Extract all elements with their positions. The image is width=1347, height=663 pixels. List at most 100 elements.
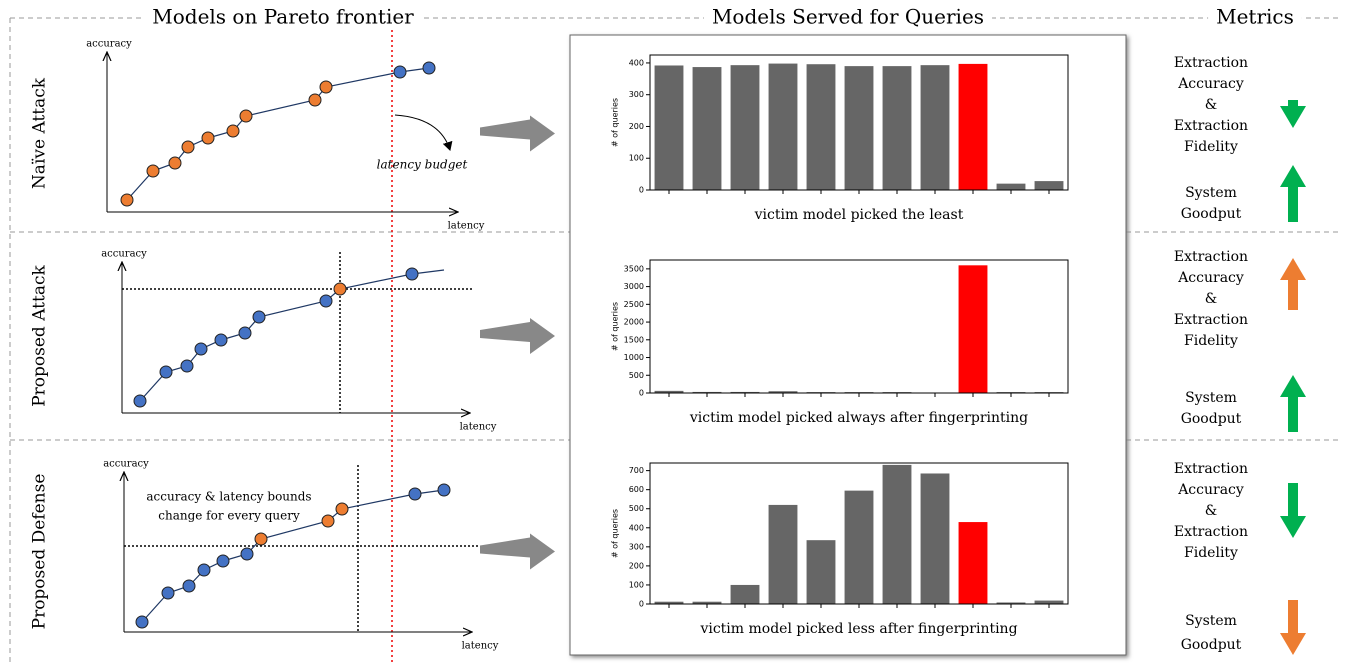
model-point bbox=[405, 267, 419, 281]
model-point bbox=[120, 193, 134, 207]
model-point bbox=[201, 131, 215, 145]
y-tick-label: 700 bbox=[629, 466, 644, 475]
metric-text: & bbox=[1205, 97, 1217, 113]
model-point bbox=[408, 487, 422, 501]
bar bbox=[844, 490, 874, 604]
caption: victim model picked the least bbox=[754, 207, 964, 223]
bar bbox=[844, 66, 874, 190]
annotation: accuracy & latency bounds bbox=[146, 490, 311, 504]
bar bbox=[920, 65, 950, 190]
model-point bbox=[239, 109, 253, 123]
header: Models on Pareto frontier bbox=[152, 5, 414, 29]
model-point bbox=[135, 615, 149, 629]
metric-arrow bbox=[1280, 100, 1306, 128]
metric-text: Goodput bbox=[1181, 411, 1242, 427]
model-point bbox=[252, 310, 266, 324]
caption: victim model picked less after fingerpri… bbox=[699, 621, 1017, 637]
y-tick-label: 400 bbox=[629, 58, 644, 67]
row-label: Proposed Defense bbox=[30, 474, 50, 630]
bar bbox=[920, 473, 950, 604]
model-point bbox=[180, 359, 194, 373]
bar bbox=[958, 63, 988, 190]
model-point bbox=[319, 294, 333, 308]
metric-text: Fidelity bbox=[1184, 545, 1238, 561]
model-point bbox=[161, 586, 175, 600]
y-tick-label: 200 bbox=[629, 122, 644, 131]
model-point bbox=[422, 61, 436, 75]
bar bbox=[958, 522, 988, 604]
metric-text: Extraction bbox=[1174, 461, 1248, 477]
header-bg bbox=[703, 4, 993, 29]
metric-arrow bbox=[1280, 258, 1306, 310]
metric-text: & bbox=[1205, 503, 1217, 519]
metric-text: Extraction bbox=[1174, 55, 1248, 71]
bar bbox=[958, 265, 988, 393]
metric-text: Goodput bbox=[1181, 206, 1242, 222]
model-point bbox=[319, 80, 333, 94]
row-label: Naïve Attack bbox=[30, 77, 50, 189]
metric-text: Goodput bbox=[1181, 637, 1242, 653]
model-point bbox=[308, 93, 322, 107]
y-tick-label: 1500 bbox=[624, 335, 644, 344]
y-tick-label: 1000 bbox=[624, 353, 644, 362]
model-point bbox=[226, 124, 240, 138]
flow-arrow bbox=[480, 533, 555, 570]
bar bbox=[692, 601, 722, 604]
plot-frame bbox=[649, 259, 1069, 394]
model-point bbox=[168, 156, 182, 170]
bar bbox=[806, 64, 836, 190]
bar bbox=[692, 67, 722, 190]
metric-text: Fidelity bbox=[1184, 333, 1238, 349]
metric-text: System bbox=[1185, 613, 1237, 629]
flow-arrow bbox=[480, 115, 555, 152]
bar bbox=[996, 183, 1026, 190]
y-axis-label: # of queries bbox=[611, 509, 620, 558]
metric-arrow bbox=[1280, 165, 1306, 222]
y-tick-label: 100 bbox=[629, 154, 644, 163]
annotation: change for every query bbox=[158, 509, 300, 523]
bar bbox=[654, 390, 684, 393]
header-bg bbox=[1208, 4, 1302, 29]
header-bg bbox=[144, 4, 423, 29]
y-tick-label: 500 bbox=[629, 371, 644, 380]
y-axis-label: accuracy bbox=[101, 249, 147, 260]
bar bbox=[654, 65, 684, 190]
bar bbox=[1034, 181, 1064, 190]
model-point bbox=[321, 514, 335, 528]
model-point bbox=[197, 563, 211, 577]
model-point bbox=[146, 164, 160, 178]
metric-arrow bbox=[1280, 483, 1306, 538]
y-tick-label: 200 bbox=[629, 561, 644, 570]
y-tick-label: 100 bbox=[629, 580, 644, 589]
metric-arrow bbox=[1280, 375, 1306, 432]
bar bbox=[692, 391, 722, 393]
x-axis-label: latency bbox=[462, 641, 499, 652]
bar bbox=[730, 65, 760, 190]
metric-text: Accuracy bbox=[1177, 270, 1244, 286]
metric-text: & bbox=[1205, 291, 1217, 307]
annotation: latency budget bbox=[377, 158, 468, 172]
bar bbox=[882, 464, 912, 604]
bar bbox=[654, 601, 684, 604]
metric-text: Accuracy bbox=[1177, 76, 1244, 92]
model-point bbox=[214, 333, 228, 347]
bar bbox=[730, 584, 760, 604]
model-point bbox=[240, 547, 254, 561]
model-point bbox=[437, 483, 451, 497]
y-tick-label: 400 bbox=[629, 523, 644, 532]
bar bbox=[882, 66, 912, 190]
y-tick-label: 500 bbox=[629, 504, 644, 513]
y-tick-label: 0 bbox=[639, 186, 644, 195]
caption: victim model picked always after fingerp… bbox=[689, 410, 1028, 426]
annotation-arrow bbox=[394, 114, 453, 151]
model-point bbox=[216, 554, 230, 568]
bar bbox=[768, 504, 798, 604]
model-point bbox=[181, 140, 195, 154]
model-point bbox=[238, 326, 252, 340]
header: Metrics bbox=[1216, 5, 1294, 29]
model-point bbox=[254, 532, 268, 546]
model-point bbox=[194, 342, 208, 356]
model-point bbox=[335, 502, 349, 516]
metric-text: Fidelity bbox=[1184, 139, 1238, 155]
